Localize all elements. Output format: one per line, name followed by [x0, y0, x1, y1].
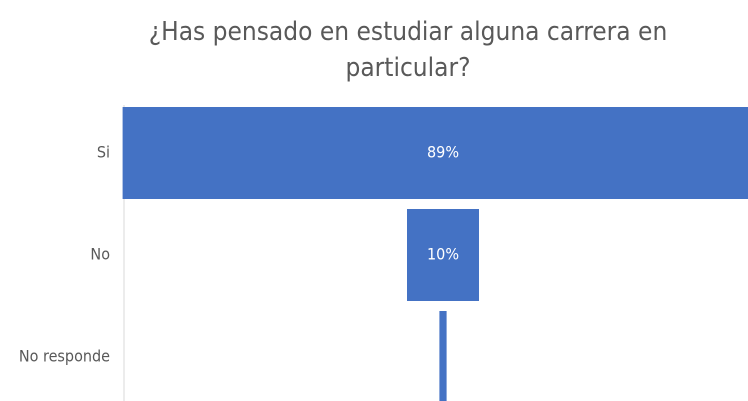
bar	[407, 209, 479, 301]
category-label: No responde	[19, 347, 110, 366]
category-label: Si	[97, 143, 110, 162]
data-label: 10%	[427, 245, 459, 264]
bar	[439, 311, 447, 401]
bar	[122, 107, 748, 199]
data-label: 89%	[427, 143, 459, 162]
chart-title: ¿Has pensado en estudiar alguna carrera …	[148, 17, 668, 83]
category-label: No	[90, 245, 110, 264]
